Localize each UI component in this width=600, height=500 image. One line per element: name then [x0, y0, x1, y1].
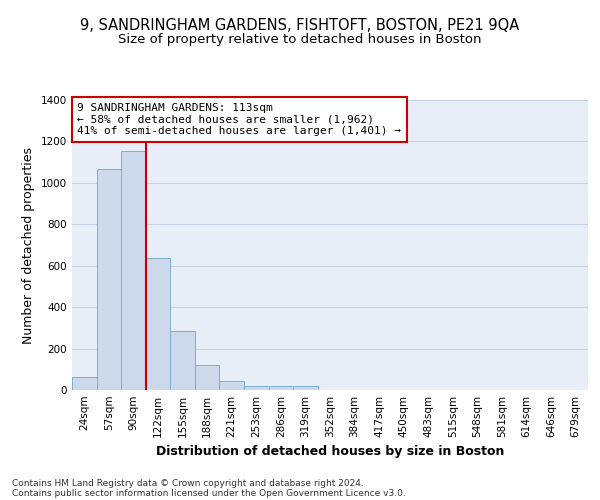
Bar: [97, 170, 121, 390]
Text: 9 SANDRINGHAM GARDENS: 113sqm
← 58% of detached houses are smaller (1,962)
41% o: 9 SANDRINGHAM GARDENS: 113sqm ← 58% of d…: [77, 103, 401, 136]
Bar: [220, 380, 244, 390]
Bar: [293, 386, 318, 390]
Y-axis label: Number of detached properties: Number of detached properties: [22, 146, 35, 344]
Bar: [170, 331, 195, 390]
Bar: [195, 365, 220, 390]
Bar: [269, 386, 293, 390]
Text: Contains HM Land Registry data © Crown copyright and database right 2024.: Contains HM Land Registry data © Crown c…: [12, 478, 364, 488]
Text: Contains public sector information licensed under the Open Government Licence v3: Contains public sector information licen…: [12, 488, 406, 498]
Bar: [72, 376, 97, 390]
Text: Size of property relative to detached houses in Boston: Size of property relative to detached ho…: [118, 32, 482, 46]
Text: 9, SANDRINGHAM GARDENS, FISHTOFT, BOSTON, PE21 9QA: 9, SANDRINGHAM GARDENS, FISHTOFT, BOSTON…: [80, 18, 520, 32]
Bar: [121, 151, 146, 390]
X-axis label: Distribution of detached houses by size in Boston: Distribution of detached houses by size …: [156, 446, 504, 458]
Bar: [146, 258, 170, 390]
Bar: [244, 386, 269, 390]
